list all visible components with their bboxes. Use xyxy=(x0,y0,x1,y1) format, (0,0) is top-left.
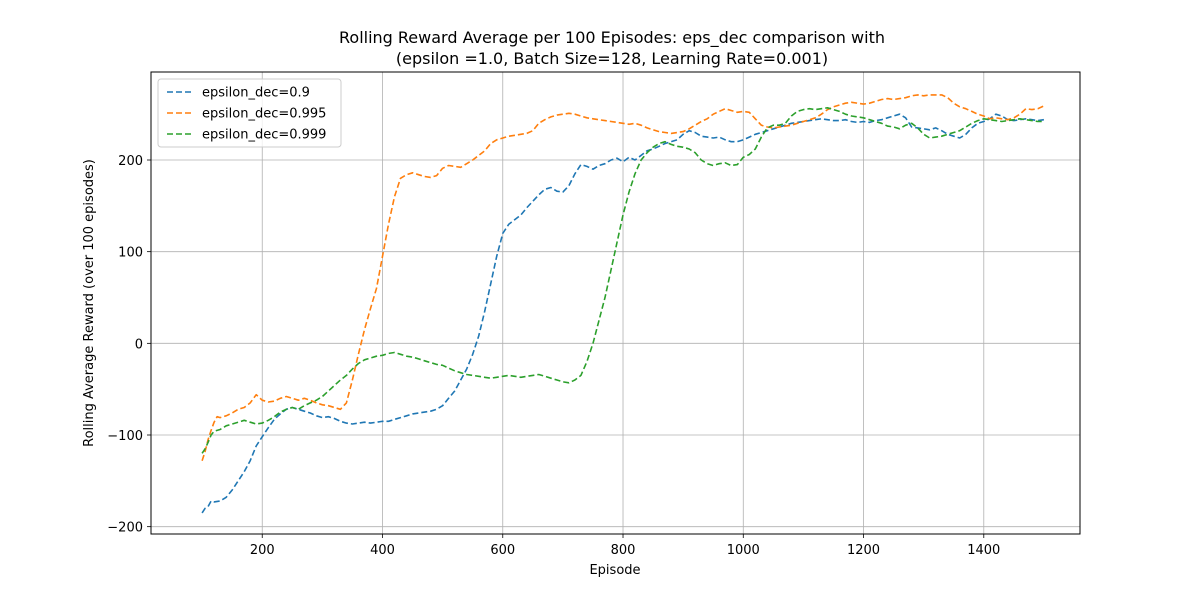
chart-title: Rolling Reward Average per 100 Episodes:… xyxy=(339,28,885,48)
x-tick-label: 1200 xyxy=(847,543,880,558)
y-tick-label: 100 xyxy=(118,246,143,261)
x-tick-label: 1400 xyxy=(967,543,1000,558)
legend-label-3: epsilon_dec=0.999 xyxy=(202,128,326,143)
series-line-1 xyxy=(201,113,1045,514)
series-line-3 xyxy=(201,107,1044,454)
y-tick-label: 0 xyxy=(135,337,143,352)
x-axis-label: Episode xyxy=(589,563,640,578)
x-tick-label: 400 xyxy=(370,543,395,558)
x-tick-label: 600 xyxy=(490,543,515,558)
legend-label-2: epsilon_dec=0.995 xyxy=(202,107,326,122)
y-axis-ticks: −200 −100 0 100 200 xyxy=(107,154,151,536)
y-tick-label: 200 xyxy=(118,154,143,169)
x-tick-label: 1000 xyxy=(727,543,760,558)
y-tick-label: −200 xyxy=(107,521,143,536)
plot-frame xyxy=(150,71,1081,535)
x-tick-label: 200 xyxy=(250,543,275,558)
x-axis-ticks: 200 400 600 800 1000 1200 1400 xyxy=(250,534,1000,558)
legend: epsilon_dec=0.9 epsilon_dec=0.995 epsilon_… xyxy=(157,78,342,148)
chart-subtitle: (epsilon =1.0, Batch Size=128, Learning … xyxy=(396,49,828,68)
x-tick-label: 800 xyxy=(611,543,636,558)
legend-box xyxy=(157,78,342,148)
series-lines xyxy=(201,94,1045,514)
y-axis-label: Rolling Average Reward (over 100 episode… xyxy=(82,159,97,447)
series-line-2 xyxy=(201,94,1045,461)
y-tick-label: −100 xyxy=(107,429,143,444)
legend-label-1: epsilon_dec=0.9 xyxy=(202,86,310,101)
